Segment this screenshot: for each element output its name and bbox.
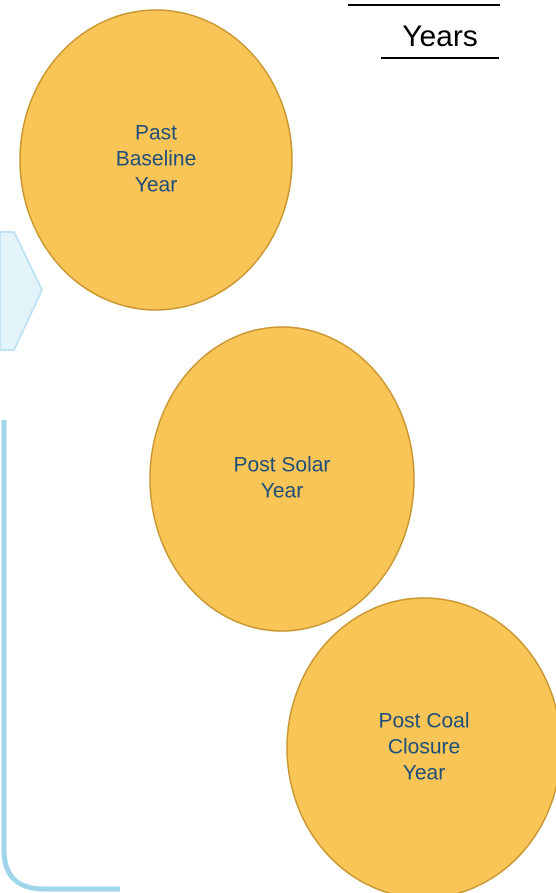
node-label: Closure [388, 736, 460, 759]
node-label: Baseline [116, 148, 197, 171]
node-label: Year [135, 174, 177, 197]
heading: Years [402, 20, 478, 53]
frame-curve [1, 420, 120, 892]
node-label: Year [403, 762, 445, 785]
node-label: Post Solar [234, 454, 331, 477]
node-label: Past [135, 122, 177, 145]
node-circle [286, 597, 556, 893]
node-circle [19, 9, 293, 311]
node-label: Post Coal [378, 710, 469, 733]
chevron-shape [0, 231, 44, 351]
node-label: Year [261, 480, 303, 503]
node-circle [149, 326, 415, 632]
